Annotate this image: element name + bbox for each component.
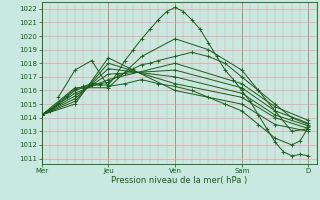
X-axis label: Pression niveau de la mer( hPa ): Pression niveau de la mer( hPa ) — [111, 176, 247, 185]
